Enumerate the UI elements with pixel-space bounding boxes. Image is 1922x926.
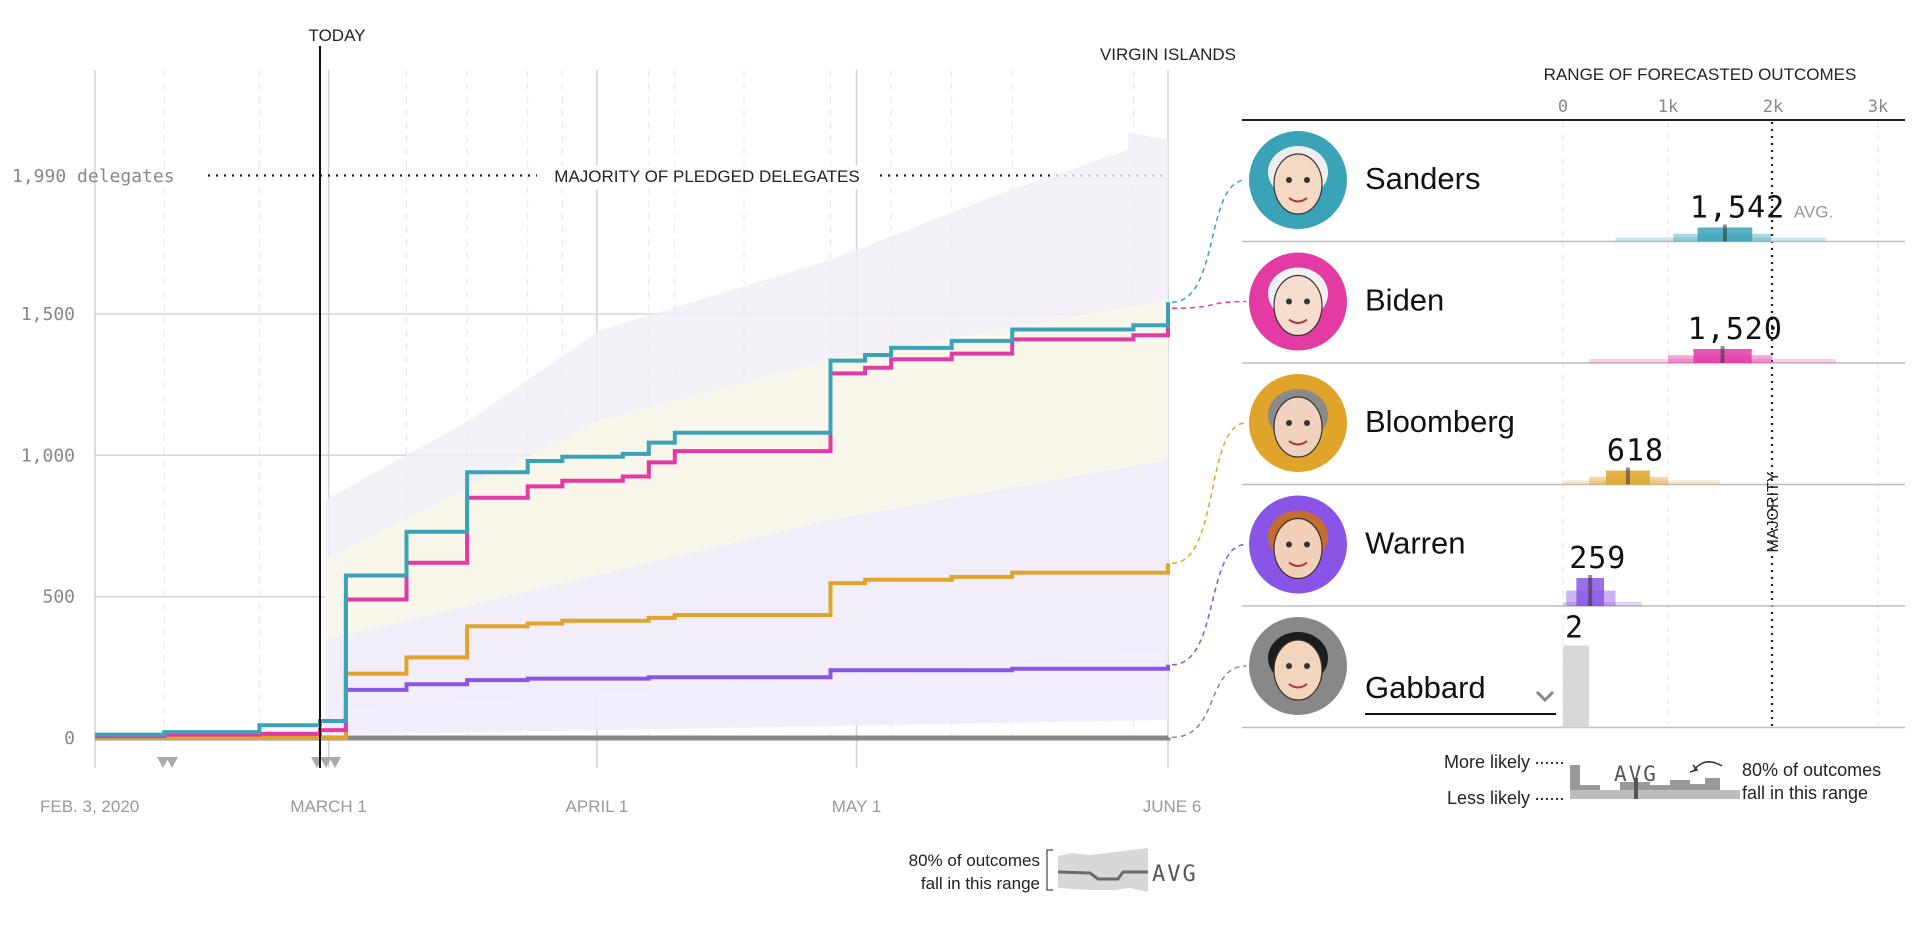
candidate-row-sanders: Sanders 1,542 AVG. bbox=[1171, 131, 1905, 303]
past-contest-marker bbox=[329, 757, 341, 768]
x-tick-label: MAY 1 bbox=[832, 797, 881, 816]
legend-avg-label: AVG bbox=[1152, 862, 1198, 887]
range-legend-bottom: 80% of outcomes fall in this range AVG bbox=[909, 848, 1198, 893]
avg-value-label: 1,520 bbox=[1688, 312, 1783, 347]
avatar-eye bbox=[1304, 420, 1310, 426]
past-contest-marker bbox=[166, 757, 178, 768]
connector-line bbox=[1171, 179, 1247, 303]
avg-value-label: 618 bbox=[1607, 434, 1664, 469]
virgin-islands-label: VIRGIN ISLANDS bbox=[1100, 45, 1236, 64]
avatar-eye bbox=[1304, 298, 1310, 305]
majority-value-label: 1,990 delegates bbox=[12, 166, 175, 187]
avatar-mouth bbox=[1288, 683, 1308, 689]
range-tick-label: 2k bbox=[1763, 97, 1783, 117]
uncertainty-bands bbox=[324, 132, 1168, 735]
range-axis: 0 1k 2k 3k bbox=[1242, 97, 1905, 726]
range-tick-label: 1k bbox=[1658, 97, 1678, 117]
connector-line bbox=[1171, 300, 1247, 310]
avatar-face bbox=[1273, 153, 1323, 215]
avg-value-label: 1,542 bbox=[1690, 191, 1785, 226]
past-contest-marker bbox=[157, 757, 169, 768]
timeline-labels: TODAY VIRGIN ISLANDS 1,990 delegates MAJ… bbox=[12, 26, 1236, 189]
candidate-name: Bloomberg bbox=[1365, 404, 1515, 439]
avg-value-label: 259 bbox=[1569, 541, 1626, 576]
avatar-eye bbox=[1286, 541, 1292, 548]
avg-suffix-label: AVG. bbox=[1794, 203, 1833, 222]
chevron-down-icon bbox=[1535, 690, 1555, 703]
avatar-mouth bbox=[1288, 318, 1308, 324]
avatar-mouth bbox=[1288, 561, 1308, 567]
x-tick-label: FEB. 3, 2020 bbox=[40, 797, 139, 816]
candidate-name: Gabbard bbox=[1365, 670, 1486, 705]
legend-range-text-2: fall in this range bbox=[921, 874, 1040, 893]
range-legend-right: More likely Less likely AVG 80% of outco… bbox=[1444, 752, 1881, 808]
avg-value-label: 2 bbox=[1565, 611, 1584, 646]
dist-avg-marker bbox=[1722, 224, 1727, 242]
y-tick-label: 1,000 bbox=[21, 445, 75, 466]
candidate-name: Sanders bbox=[1365, 161, 1480, 196]
candidate-row-biden: Biden 1,520 bbox=[1171, 252, 1905, 364]
range-tick-label: 3k bbox=[1868, 97, 1888, 117]
dist-avg-marker bbox=[1625, 467, 1630, 485]
avatar-face bbox=[1273, 396, 1323, 458]
avatar-eye bbox=[1286, 663, 1292, 669]
range-title: RANGE OF FORECASTED OUTCOMES bbox=[1544, 65, 1857, 84]
x-tick-label: MARCH 1 bbox=[290, 797, 367, 816]
y-tick-label: 1,500 bbox=[21, 304, 75, 325]
candidate-row-gabbard: Gabbard 2 bbox=[1171, 611, 1905, 739]
avatar-eye bbox=[1304, 541, 1310, 548]
candidate-name: Biden bbox=[1365, 283, 1444, 318]
range-tick-label: 0 bbox=[1558, 97, 1568, 117]
more-likely-label: More likely bbox=[1444, 752, 1530, 772]
legend-right-range-text-1: 80% of outcomes bbox=[1742, 760, 1881, 780]
avatar-mouth bbox=[1288, 197, 1308, 203]
avatar-eye bbox=[1286, 298, 1292, 305]
series-line-bloomberg bbox=[95, 563, 1170, 740]
x-tick-label: JUNE 6 bbox=[1143, 797, 1202, 816]
dist-avg-marker bbox=[1720, 346, 1725, 363]
connector-line bbox=[1171, 543, 1247, 666]
avatar-face bbox=[1273, 517, 1323, 580]
delegate-lines bbox=[95, 46, 1171, 768]
legend-range-text-1: 80% of outcomes bbox=[909, 851, 1040, 870]
series-line-warren bbox=[95, 664, 1170, 740]
dist-avg-marker bbox=[1588, 575, 1593, 606]
legend-right-avg-label: AVG bbox=[1614, 762, 1658, 786]
dist-gabbard-bar bbox=[1563, 645, 1589, 728]
avatar-mouth bbox=[1288, 440, 1308, 446]
candidate-rows: Sanders 1,542 AVG. Biden 1,520 Bloomberg 618 Wa… bbox=[1171, 131, 1905, 739]
avatar-face bbox=[1273, 639, 1323, 701]
band-warren bbox=[324, 460, 1168, 735]
avatar-eye bbox=[1304, 663, 1310, 669]
avatar-eye bbox=[1304, 177, 1310, 183]
majority-vertical-label: MAJORITY bbox=[1765, 471, 1782, 552]
less-likely-label: Less likely bbox=[1447, 788, 1530, 808]
legend-band-shape bbox=[1058, 848, 1148, 892]
outcome-range-panel: RANGE OF FORECASTED OUTCOMES 0 1k 2k 3k San… bbox=[1171, 65, 1905, 808]
past-contest-marker bbox=[320, 757, 332, 768]
avatar-face bbox=[1273, 274, 1323, 337]
today-label: TODAY bbox=[309, 26, 366, 45]
avatar-eye bbox=[1286, 177, 1292, 183]
timeline-grid: 0 500 1,000 1,500 FEB. 3, 2020 MARCH 1 APRIL 1… bbox=[21, 70, 1201, 816]
legend-right-range-text-2: fall in this range bbox=[1742, 783, 1868, 803]
candidate-row-bloomberg: Bloomberg 618 bbox=[1171, 374, 1905, 565]
y-tick-label: 500 bbox=[42, 587, 75, 608]
connector-line bbox=[1171, 665, 1247, 739]
x-tick-label: APRIL 1 bbox=[566, 797, 629, 816]
candidate-row-warren: Warren 259 bbox=[1171, 495, 1905, 666]
connector-line bbox=[1171, 422, 1247, 565]
series-line-gabbard bbox=[95, 735, 1171, 741]
majority-line-label: MAJORITY OF PLEDGED DELEGATES bbox=[554, 167, 859, 186]
y-tick-label: 0 bbox=[64, 728, 75, 749]
candidate-name: Warren bbox=[1365, 526, 1465, 561]
avatar-eye bbox=[1286, 420, 1292, 426]
legend-avg-line bbox=[1057, 870, 1148, 881]
